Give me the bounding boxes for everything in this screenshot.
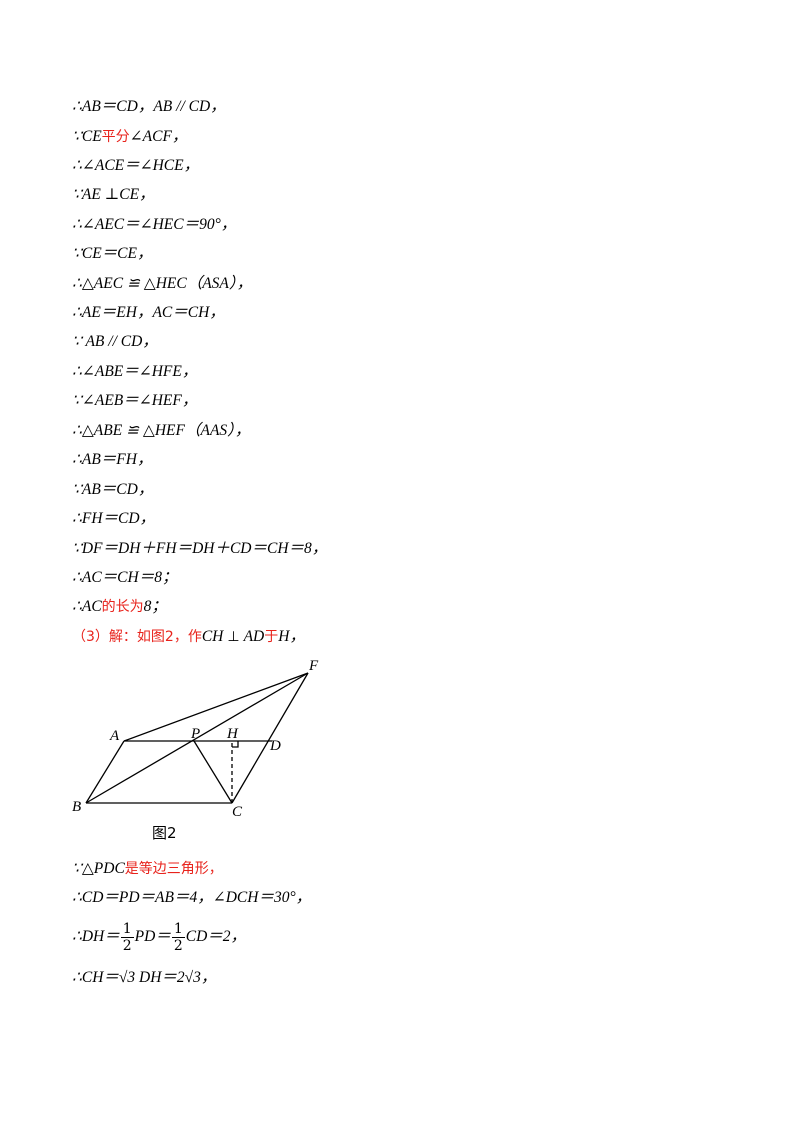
proof-line: ∴FH＝CD，: [72, 506, 155, 530]
segment-AF: [123, 672, 309, 742]
proof-text: ∵ AB // CD，: [72, 333, 158, 350]
fraction-denominator: 2: [173, 937, 183, 954]
segment-CF: [231, 672, 309, 804]
label-P: P: [190, 726, 200, 742]
proof-text-red: 的长为: [101, 599, 144, 615]
segment-PC: [193, 740, 233, 804]
proof-text: ∴∠ACE＝∠HCE，: [72, 157, 200, 174]
proof-text: ∵∠AEB＝∠HEF，: [72, 392, 198, 409]
part3-yu: 于: [264, 629, 279, 645]
fraction-numerator: 1: [171, 920, 185, 938]
after-line-4: ∴CH＝√3 DH＝2√3，: [72, 965, 216, 989]
proof-text: ∴AC＝CH＝8；: [72, 569, 178, 586]
proof-line: ∵AE ⊥CE，: [72, 182, 155, 206]
triangle-pdc: △PDC: [81, 860, 125, 877]
fraction-denominator: 2: [122, 937, 132, 954]
proof-line: ∴△AEC ≌ △HEC（ASA），: [72, 271, 252, 295]
proof-line: ∴∠AEC＝∠HEC＝90°，: [72, 212, 236, 236]
proof-line: ∴∠ACE＝∠HCE，: [72, 153, 199, 177]
geometry-figure: F A P H D B C: [72, 658, 319, 820]
proof-text: ∵AB＝CD，: [72, 481, 154, 498]
after-text: CD＝2，: [185, 928, 247, 945]
proof-line: ∴∠ABE＝∠HFE，: [72, 359, 197, 383]
proof-text: ∴AC: [72, 598, 102, 615]
part3-ad: AD: [243, 628, 265, 645]
label-B: B: [72, 799, 81, 815]
proof-text: ∴AE＝EH，AC＝CH，: [72, 304, 225, 321]
part3-h: H，: [278, 628, 305, 645]
proof-text: ∴FH＝CD，: [72, 510, 156, 527]
after-line-3: ∴DH＝ 1 2 PD＝ 1 2 CD＝2，: [72, 918, 246, 954]
proof-line: ∴AC的长为8；: [72, 594, 167, 618]
after-text: ∴CD＝PD＝AB＝4，∠DCH＝30°，: [72, 889, 312, 906]
label-A: A: [109, 728, 120, 744]
proof-line: ∴△ABE ≌ △HEF（AAS），: [72, 418, 250, 442]
part3-ch: CH: [201, 628, 224, 645]
perp-symbol: ⊥: [227, 629, 240, 645]
segment-BF: [85, 672, 309, 804]
proof-line: ∴AB＝FH，: [72, 447, 152, 471]
proof-text: ∴△AEC ≌ △HEC（ASA），: [72, 275, 253, 292]
proof-line: ∴AE＝EH，AC＝CH，: [72, 300, 225, 324]
proof-text: ∵CE: [72, 128, 102, 145]
proof-line: ∵∠AEB＝∠HEF，: [72, 388, 197, 412]
part3-label: （3）解：如图2，作: [72, 629, 202, 645]
proof-text: ∴∠AEC＝∠HEC＝90°，: [72, 216, 237, 233]
after-text: ∴DH＝: [72, 928, 120, 945]
proof-line: ∵CE平分∠ACF，: [72, 124, 187, 148]
label-C: C: [232, 804, 243, 820]
proof-line: ∵CE＝CE，: [72, 241, 152, 265]
because-symbol: ∵: [72, 860, 82, 877]
proof-text: ∵CE＝CE，: [72, 245, 153, 262]
proof-text: ∴AB＝FH，: [72, 451, 153, 468]
proof-text: ∴AB＝CD，AB // CD，: [72, 98, 226, 115]
label-H: H: [226, 726, 239, 742]
segment-AB: [85, 740, 125, 804]
after-text: ∴CH＝√3 DH＝2√3，: [72, 969, 217, 986]
after-line-1: ∵△PDC是等边三角形，: [72, 856, 223, 880]
proof-text-red: 平分: [101, 129, 130, 145]
label-F: F: [308, 658, 319, 674]
proof-text: ∴△ABE ≌ △HEF（AAS），: [72, 422, 251, 439]
proof-text: ∵DF＝DH＋FH＝DH＋CD＝CH＝8，: [72, 540, 328, 557]
equilateral-text: 是等边三角形，: [124, 861, 223, 877]
figure-caption: 图2: [152, 824, 177, 842]
after-line-2: ∴CD＝PD＝AB＝4，∠DCH＝30°，: [72, 885, 311, 909]
proof-text: ∵AE ⊥CE，: [72, 186, 155, 203]
proof-text: ∴∠ABE＝∠HFE，: [72, 363, 198, 380]
proof-line: ∵DF＝DH＋FH＝DH＋CD＝CH＝8，: [72, 536, 327, 560]
proof-text: ∠ACF，: [129, 128, 188, 145]
part3-heading: （3）解：如图2，作CH ⊥ AD于H，: [72, 624, 305, 648]
proof-line: ∵AB＝CD，: [72, 477, 153, 501]
proof-line: ∴AC＝CH＝8；: [72, 565, 177, 589]
right-angle-mark: [232, 741, 239, 748]
fraction-numerator: 1: [120, 920, 134, 938]
label-D: D: [269, 738, 281, 754]
proof-line: ∵ AB // CD，: [72, 329, 158, 353]
after-text: PD＝: [134, 928, 171, 945]
proof-text: 8；: [143, 598, 167, 615]
proof-line: ∴AB＝CD，AB // CD，: [72, 94, 226, 118]
